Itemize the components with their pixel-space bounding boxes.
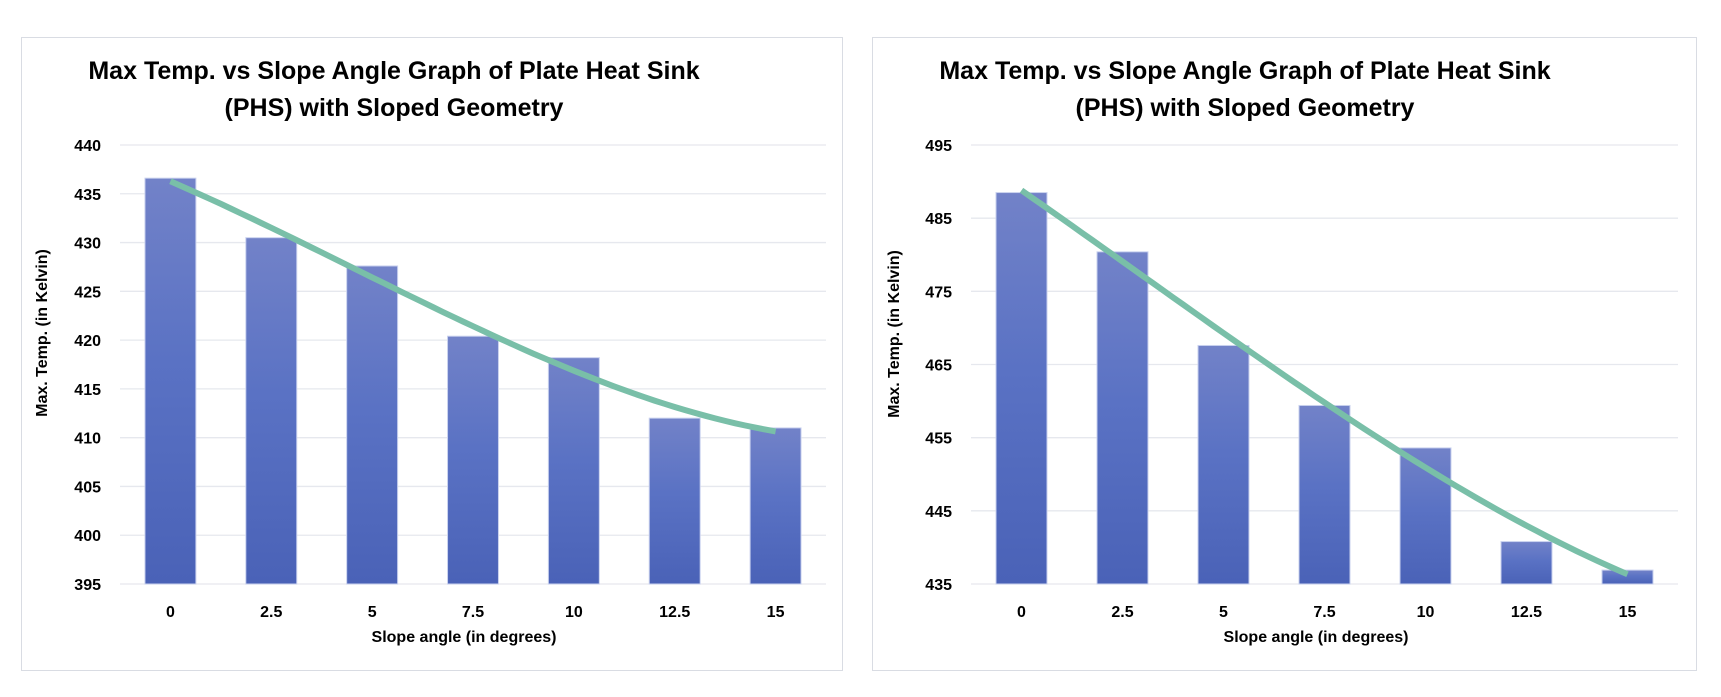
trendline-layer [1019,187,1629,578]
x-tick-label: 0 [1017,604,1026,621]
x-tick-label: 12.5 [659,604,690,621]
chart-title-line-1: Max Temp. vs Slope Angle Graph of Plate … [88,57,699,85]
x-axis-title: Slope angle (in degrees) [372,629,557,646]
y-tick-labels: 395 400 405 410 415 420 425 430 435 440 [74,138,101,594]
y-tick-label: 445 [925,504,952,521]
y-tick-label: 465 [925,358,952,375]
x-tick-label: 15 [1619,604,1637,621]
chart-left: Max Temp. vs Slope Angle Graph of Plate … [34,57,826,646]
y-tick-label: 485 [925,211,952,228]
x-tick-label: 10 [1417,604,1435,621]
x-tick-labels: 0 2.5 5 7.5 10 12.5 15 [166,604,785,621]
y-tick-label: 405 [74,479,101,496]
y-tick-label: 395 [74,577,101,594]
y-tick-label: 430 [74,236,101,253]
bars [144,177,802,585]
y-tick-label: 435 [74,187,101,204]
x-tick-label: 5 [1219,604,1228,621]
bar [749,427,802,585]
bar [648,417,701,585]
trendline [1019,187,1629,578]
bar [1399,447,1452,585]
bar [245,237,298,585]
x-tick-label: 0 [166,604,175,621]
chart-title-line-2: (PHS) with Sloped Geometry [225,94,564,122]
bar [1500,541,1553,585]
bar [1197,344,1250,585]
x-tick-label: 2.5 [260,604,282,621]
y-tick-label: 425 [74,284,101,301]
bar [995,192,1048,585]
y-axis-title: Max. Temp. (in Kelvin) [886,250,903,418]
bars [995,192,1654,585]
chart-title-line-1: Max Temp. vs Slope Angle Graph of Plate … [939,57,1550,85]
bar [346,265,399,585]
x-tick-label: 5 [368,604,377,621]
bar [1096,251,1149,585]
x-tick-label: 10 [565,604,583,621]
trendline [169,178,777,435]
x-tick-label: 12.5 [1511,604,1542,621]
y-tick-label: 420 [74,333,101,350]
y-tick-label: 475 [925,284,952,301]
y-tick-label: 455 [925,431,952,448]
y-tick-label: 435 [925,577,952,594]
y-axis-title: Max. Temp. (in Kelvin) [34,249,51,417]
bar [447,335,499,585]
y-tick-label: 400 [74,528,101,545]
x-tick-label: 7.5 [462,604,484,621]
y-tick-label: 415 [74,382,101,399]
x-tick-label: 7.5 [1313,604,1335,621]
chart-title-line-2: (PHS) with Sloped Geometry [1076,94,1415,122]
y-tick-label: 495 [925,138,952,155]
bar [1298,404,1351,585]
bar [547,357,600,585]
trendline-layer [169,178,777,435]
chart-right: Max Temp. vs Slope Angle Graph of Plate … [886,57,1678,646]
x-tick-labels: 0 2.5 5 7.5 10 12.5 15 [1017,604,1636,621]
y-tick-label: 410 [74,431,101,448]
x-axis-title: Slope angle (in degrees) [1224,629,1409,646]
y-tick-label: 440 [74,138,101,155]
bar [144,177,197,585]
y-tick-labels: 435 445 455 465 475 485 495 [925,138,952,594]
x-tick-label: 2.5 [1111,604,1133,621]
x-tick-label: 15 [767,604,785,621]
bar [1601,569,1654,585]
